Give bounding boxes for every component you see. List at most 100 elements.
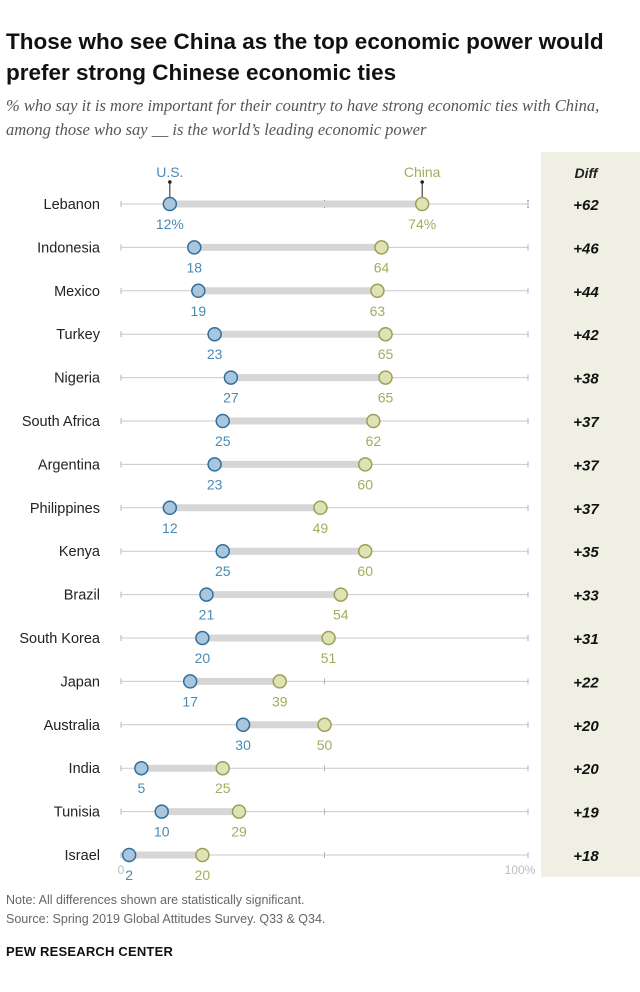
us-dot: [121, 847, 137, 863]
china-value-label: 74%: [408, 216, 436, 232]
legend-china: China: [404, 164, 441, 180]
us-dot: [154, 804, 169, 819]
china-dot: [414, 196, 430, 212]
us-value-label: 12: [162, 520, 178, 536]
china-dot: [272, 674, 287, 689]
china-dot: [231, 804, 247, 819]
country-label: Indonesia: [37, 240, 101, 256]
legend-china-dot: [420, 180, 424, 184]
country-label: Japan: [60, 674, 100, 690]
diff-header: Diff: [574, 165, 598, 181]
us-dot: [162, 196, 178, 212]
us-dot: [195, 630, 210, 646]
us-dot: [162, 500, 178, 516]
diff-value: +18: [573, 848, 599, 865]
country-label: Israel: [65, 848, 100, 864]
us-value-label: 21: [199, 607, 215, 623]
china-value-label: 20: [195, 867, 211, 883]
china-value-label: 25: [215, 780, 231, 796]
country-label: Lebanon: [44, 197, 100, 213]
china-dot: [366, 413, 381, 429]
diff-value: +44: [573, 284, 599, 301]
us-dot: [187, 240, 202, 255]
china-dot: [333, 587, 349, 602]
chart-subtitle: % who say it is more important for their…: [6, 96, 600, 139]
us-dot: [207, 326, 222, 342]
china-value-label: 60: [357, 476, 373, 492]
axis-max-label: 100%: [505, 863, 536, 877]
china-value-label: 49: [313, 520, 329, 536]
diff-value: +33: [573, 588, 599, 605]
us-value-label: 27: [223, 390, 239, 406]
diff-value: +20: [573, 718, 599, 735]
us-dot: [223, 370, 239, 385]
diff-value: +20: [573, 761, 599, 778]
axis-min-label: 0: [118, 863, 125, 877]
diff-value: +42: [573, 327, 599, 344]
china-value-label: 64: [374, 259, 390, 275]
diff-value: +19: [573, 805, 599, 822]
legend-us: U.S.: [156, 164, 183, 180]
us-value-label: 19: [191, 303, 207, 319]
china-value-label: 60: [357, 563, 373, 579]
country-label: Philippines: [30, 501, 100, 517]
us-value-label: 10: [154, 824, 170, 840]
china-dot: [321, 630, 336, 646]
china-dot: [215, 760, 230, 776]
diff-value: +37: [573, 501, 599, 518]
china-dot: [195, 847, 210, 863]
diff-value: +22: [573, 674, 599, 691]
us-dot: [191, 283, 206, 299]
us-value-label: 17: [182, 693, 198, 709]
china-dot: [313, 500, 328, 516]
china-value-label: 65: [378, 390, 394, 406]
country-label: Turkey: [56, 327, 101, 343]
us-dot: [235, 717, 251, 733]
diff-value: +37: [573, 457, 599, 474]
us-dot: [134, 760, 149, 776]
us-value-label: 20: [195, 650, 211, 666]
brand-logo-text: PEW RESEARCH CENTER: [6, 944, 174, 959]
china-dot: [357, 543, 373, 559]
us-dot: [182, 674, 198, 689]
us-value-label: 2: [125, 867, 133, 883]
country-label: Australia: [44, 718, 101, 734]
china-value-label: 39: [272, 693, 288, 709]
diff-value: +35: [573, 544, 599, 561]
diff-value: +37: [573, 414, 599, 431]
china-value-label: 54: [333, 607, 349, 623]
us-value-label: 23: [207, 476, 223, 492]
china-value-label: 51: [321, 650, 337, 666]
us-value-label: 25: [215, 433, 231, 449]
us-value-label: 25: [215, 563, 231, 579]
china-dot: [370, 283, 385, 299]
chart-title: Those who see China as the top economic …: [6, 29, 604, 85]
country-label: Tunisia: [54, 805, 101, 821]
diff-value: +62: [573, 197, 599, 214]
chart-note: Note: All differences shown are statisti…: [6, 893, 305, 907]
china-value-label: 63: [370, 303, 386, 319]
country-label: Nigeria: [54, 371, 101, 387]
china-dot: [374, 240, 389, 255]
us-dot: [215, 543, 230, 559]
diff-value: +46: [573, 240, 599, 257]
country-label: Mexico: [54, 284, 100, 300]
us-dot: [207, 457, 222, 472]
us-value-label: 23: [207, 346, 223, 362]
us-value-label: 5: [137, 780, 145, 796]
china-value-label: 29: [231, 824, 247, 840]
diff-value: +31: [573, 631, 598, 648]
country-label: India: [69, 761, 101, 777]
diff-value: +38: [573, 371, 599, 388]
china-value-label: 65: [378, 346, 394, 362]
country-label: Kenya: [59, 544, 101, 560]
country-label: South Africa: [22, 414, 101, 430]
diff-column-bg: [541, 152, 640, 877]
us-value-label: 12%: [156, 216, 184, 232]
legend-us-dot: [168, 180, 172, 184]
us-value-label: 18: [186, 259, 202, 275]
chart-source: Source: Spring 2019 Global Attitudes Sur…: [6, 912, 326, 926]
china-dot: [378, 370, 393, 385]
china-dot: [357, 457, 373, 472]
